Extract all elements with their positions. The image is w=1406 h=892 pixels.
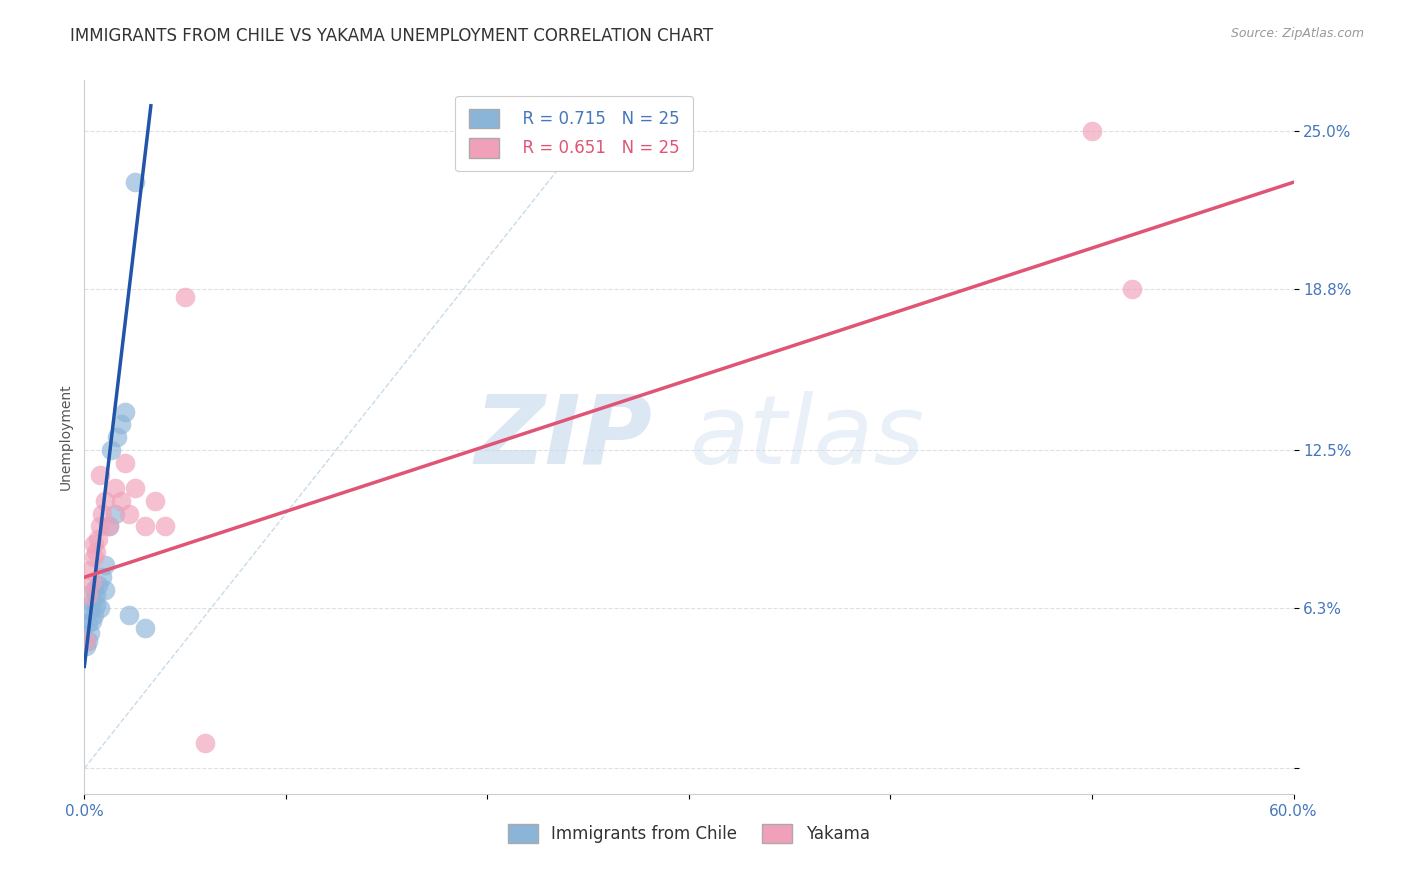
Point <box>153 519 176 533</box>
Point <box>1081 124 1104 138</box>
Point <box>110 493 132 508</box>
Point <box>118 507 141 521</box>
Point <box>83 582 105 597</box>
Point <box>83 549 105 564</box>
Point <box>75 634 97 648</box>
Point <box>77 616 100 631</box>
Text: IMMIGRANTS FROM CHILE VS YAKAMA UNEMPLOYMENT CORRELATION CHART: IMMIGRANTS FROM CHILE VS YAKAMA UNEMPLOY… <box>70 27 713 45</box>
Point <box>79 603 101 617</box>
Point <box>82 575 104 590</box>
Point <box>104 481 127 495</box>
Point <box>93 582 115 597</box>
Point <box>93 493 115 508</box>
Point <box>118 608 141 623</box>
Point <box>114 456 136 470</box>
Point <box>79 626 101 640</box>
Point <box>91 507 114 521</box>
Point <box>89 468 111 483</box>
Point <box>79 563 101 577</box>
Point <box>86 599 108 613</box>
Legend: Immigrants from Chile, Yakama: Immigrants from Chile, Yakama <box>502 817 876 850</box>
Text: atlas: atlas <box>689 391 924 483</box>
Point <box>89 519 111 533</box>
Point <box>124 481 146 495</box>
Point <box>91 570 114 584</box>
Point <box>1121 282 1143 296</box>
Point <box>100 442 122 457</box>
Point <box>110 417 132 432</box>
Y-axis label: Unemployment: Unemployment <box>59 384 73 491</box>
Point <box>97 519 120 533</box>
Point <box>83 608 105 623</box>
Point <box>124 175 146 189</box>
Point <box>75 639 97 653</box>
Point <box>97 519 120 533</box>
Point <box>194 736 217 750</box>
Point <box>93 558 115 572</box>
Point <box>89 600 111 615</box>
Point <box>87 532 110 546</box>
Text: Source: ZipAtlas.com: Source: ZipAtlas.com <box>1230 27 1364 40</box>
Point <box>82 614 104 628</box>
Point <box>114 404 136 418</box>
Point <box>134 621 156 635</box>
Point <box>87 578 110 592</box>
Text: ZIP: ZIP <box>475 391 652 483</box>
Point <box>174 290 197 304</box>
Point <box>134 519 156 533</box>
Point <box>83 537 105 551</box>
Point <box>86 545 108 559</box>
Point <box>104 507 127 521</box>
Point <box>77 634 100 648</box>
Point <box>105 430 128 444</box>
Point <box>143 493 166 508</box>
Point <box>77 588 100 602</box>
Point <box>86 588 108 602</box>
Point <box>82 596 104 610</box>
